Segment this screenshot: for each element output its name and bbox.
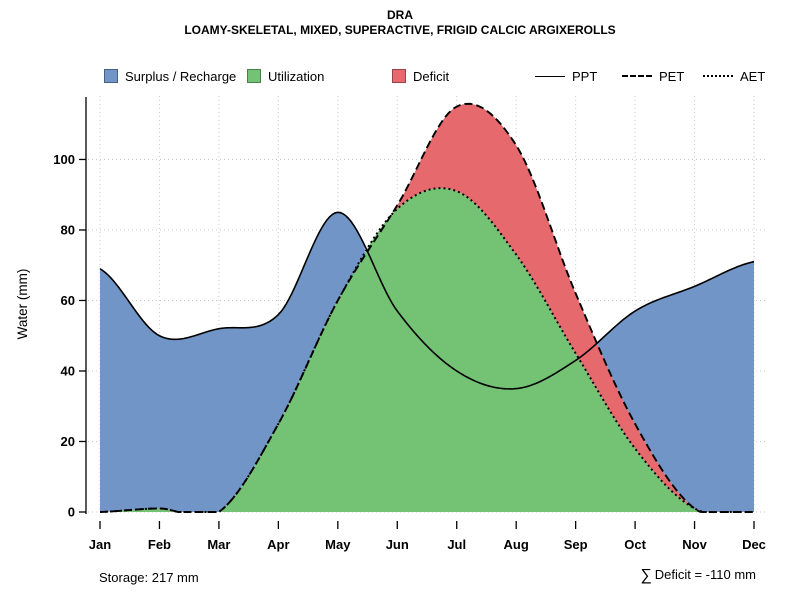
utilization-swatch-icon [247, 69, 261, 83]
y-axis-title: Water (mm) [15, 269, 30, 340]
dotted-line-icon [703, 75, 733, 77]
x-tick-label: Oct [624, 537, 646, 552]
deficit-swatch-icon [392, 69, 406, 83]
legend-label-ppt: PPT [572, 68, 598, 84]
legend-label-pet: PET [659, 68, 685, 84]
x-tick-label: May [325, 537, 351, 552]
y-tick-label: 60 [61, 293, 75, 308]
x-tick-label: Dec [742, 537, 766, 552]
legend-label-utilization: Utilization [268, 68, 325, 84]
y-tick-label: 80 [61, 222, 75, 237]
legend-item-ppt: PPT [535, 68, 597, 84]
legend-item-pet: PET [622, 68, 684, 84]
x-tick-label: Feb [148, 537, 171, 552]
x-tick-label: Jan [89, 537, 111, 552]
area-utilization [116, 508, 173, 512]
x-tick-label: Aug [504, 537, 529, 552]
y-tick-label: 40 [61, 363, 75, 378]
line-pet [99, 102, 755, 513]
legend-label-aet: AET [740, 68, 766, 84]
legend-label-deficit: Deficit [413, 68, 450, 84]
legend-item-deficit: Deficit [392, 68, 449, 84]
x-tick-label: Jun [386, 537, 409, 552]
deficit-sum-annotation: ∑ Deficit = -110 mm [640, 567, 756, 585]
x-tick-label: Jul [447, 537, 466, 552]
y-tick-label: 100 [53, 152, 75, 167]
legend-item-aet: AET [703, 68, 765, 84]
deficit-sum-label: Deficit = -110 mm [654, 567, 756, 582]
line-ppt [99, 211, 755, 390]
x-tick-label: Sep [564, 537, 588, 552]
area-deficit [394, 103, 690, 506]
chart-subtitle: LOAMY-SKELETAL, MIXED, SUPERACTIVE, FRIG… [184, 23, 616, 37]
area-surplus [597, 261, 754, 512]
x-tick-label: Mar [207, 537, 230, 552]
area-utilization [221, 188, 700, 512]
solid-line-icon [535, 75, 565, 77]
sigma-icon: ∑ [640, 567, 652, 584]
chart-title: DRA [387, 8, 413, 22]
storage-annotation: Storage: 217 mm [99, 570, 199, 585]
x-tick-label: Nov [682, 537, 707, 552]
x-tick-label: Apr [267, 537, 289, 552]
y-tick-label: 20 [61, 434, 75, 449]
legend-label-surplus: Surplus / Recharge [125, 68, 237, 84]
legend-item-surplus: Surplus / Recharge [104, 68, 236, 84]
line-aet [99, 187, 755, 513]
legend-item-utilization: Utilization [247, 68, 324, 84]
surplus-swatch-icon [104, 69, 118, 83]
dashed-line-icon [622, 75, 652, 77]
area-surplus [100, 212, 365, 512]
y-tick-label: 0 [68, 505, 75, 520]
